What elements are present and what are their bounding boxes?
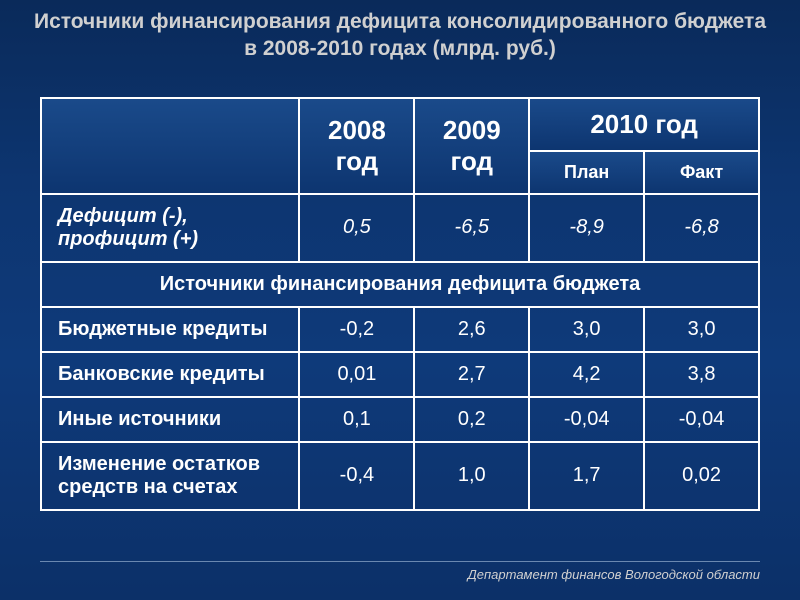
row-label: Изменение остатков средств на счетах: [41, 442, 299, 510]
header-2010: 2010 год: [529, 98, 759, 151]
section-header-cell: Источники финансирования дефицита бюджет…: [41, 262, 759, 307]
table-row: Изменение остатков средств на счетах -0,…: [41, 442, 759, 510]
cell-value: -8,9: [529, 194, 644, 262]
cell-value: -0,04: [644, 397, 759, 442]
page-title: Источники финансирования дефицита консол…: [0, 0, 800, 67]
cell-value: 2,6: [414, 307, 529, 352]
budget-table: 2008 год 2009 год 2010 год План Факт Деф…: [40, 97, 760, 511]
cell-value: 0,5: [299, 194, 414, 262]
cell-value: -6,5: [414, 194, 529, 262]
cell-value: 1,0: [414, 442, 529, 510]
header-fact: Факт: [644, 151, 759, 194]
row-label: Банковские кредиты: [41, 352, 299, 397]
cell-value: 0,1: [299, 397, 414, 442]
cell-value: -6,8: [644, 194, 759, 262]
cell-value: 4,2: [529, 352, 644, 397]
row-label-deficit: Дефицит (-), профицит (+): [41, 194, 299, 262]
row-label: Иные источники: [41, 397, 299, 442]
header-2008: 2008 год: [299, 98, 414, 194]
cell-value: -0,04: [529, 397, 644, 442]
cell-value: 0,02: [644, 442, 759, 510]
cell-value: 2,7: [414, 352, 529, 397]
table-row: Дефицит (-), профицит (+) 0,5 -6,5 -8,9 …: [41, 194, 759, 262]
table-header-row-1: 2008 год 2009 год 2010 год: [41, 98, 759, 151]
footer-divider: [40, 561, 760, 562]
table-row: Иные источники 0,1 0,2 -0,04 -0,04: [41, 397, 759, 442]
cell-value: 0,2: [414, 397, 529, 442]
empty-header-cell: [41, 98, 299, 194]
header-2009-main: 2009: [443, 115, 501, 145]
row-label: Бюджетные кредиты: [41, 307, 299, 352]
cell-value: 1,7: [529, 442, 644, 510]
footer-text: Департамент финансов Вологодской области: [468, 567, 760, 582]
cell-value: 3,8: [644, 352, 759, 397]
table-row: Банковские кредиты 0,01 2,7 4,2 3,8: [41, 352, 759, 397]
header-2009: 2009 год: [414, 98, 529, 194]
header-2008-sub: год: [336, 146, 379, 176]
cell-value: 3,0: [644, 307, 759, 352]
cell-value: -0,4: [299, 442, 414, 510]
cell-value: -0,2: [299, 307, 414, 352]
header-plan: План: [529, 151, 644, 194]
header-2009-sub: год: [451, 146, 494, 176]
table-section-row: Источники финансирования дефицита бюджет…: [41, 262, 759, 307]
budget-table-container: 2008 год 2009 год 2010 год План Факт Деф…: [40, 97, 760, 511]
cell-value: 0,01: [299, 352, 414, 397]
table-row: Бюджетные кредиты -0,2 2,6 3,0 3,0: [41, 307, 759, 352]
header-2008-main: 2008: [328, 115, 386, 145]
cell-value: 3,0: [529, 307, 644, 352]
